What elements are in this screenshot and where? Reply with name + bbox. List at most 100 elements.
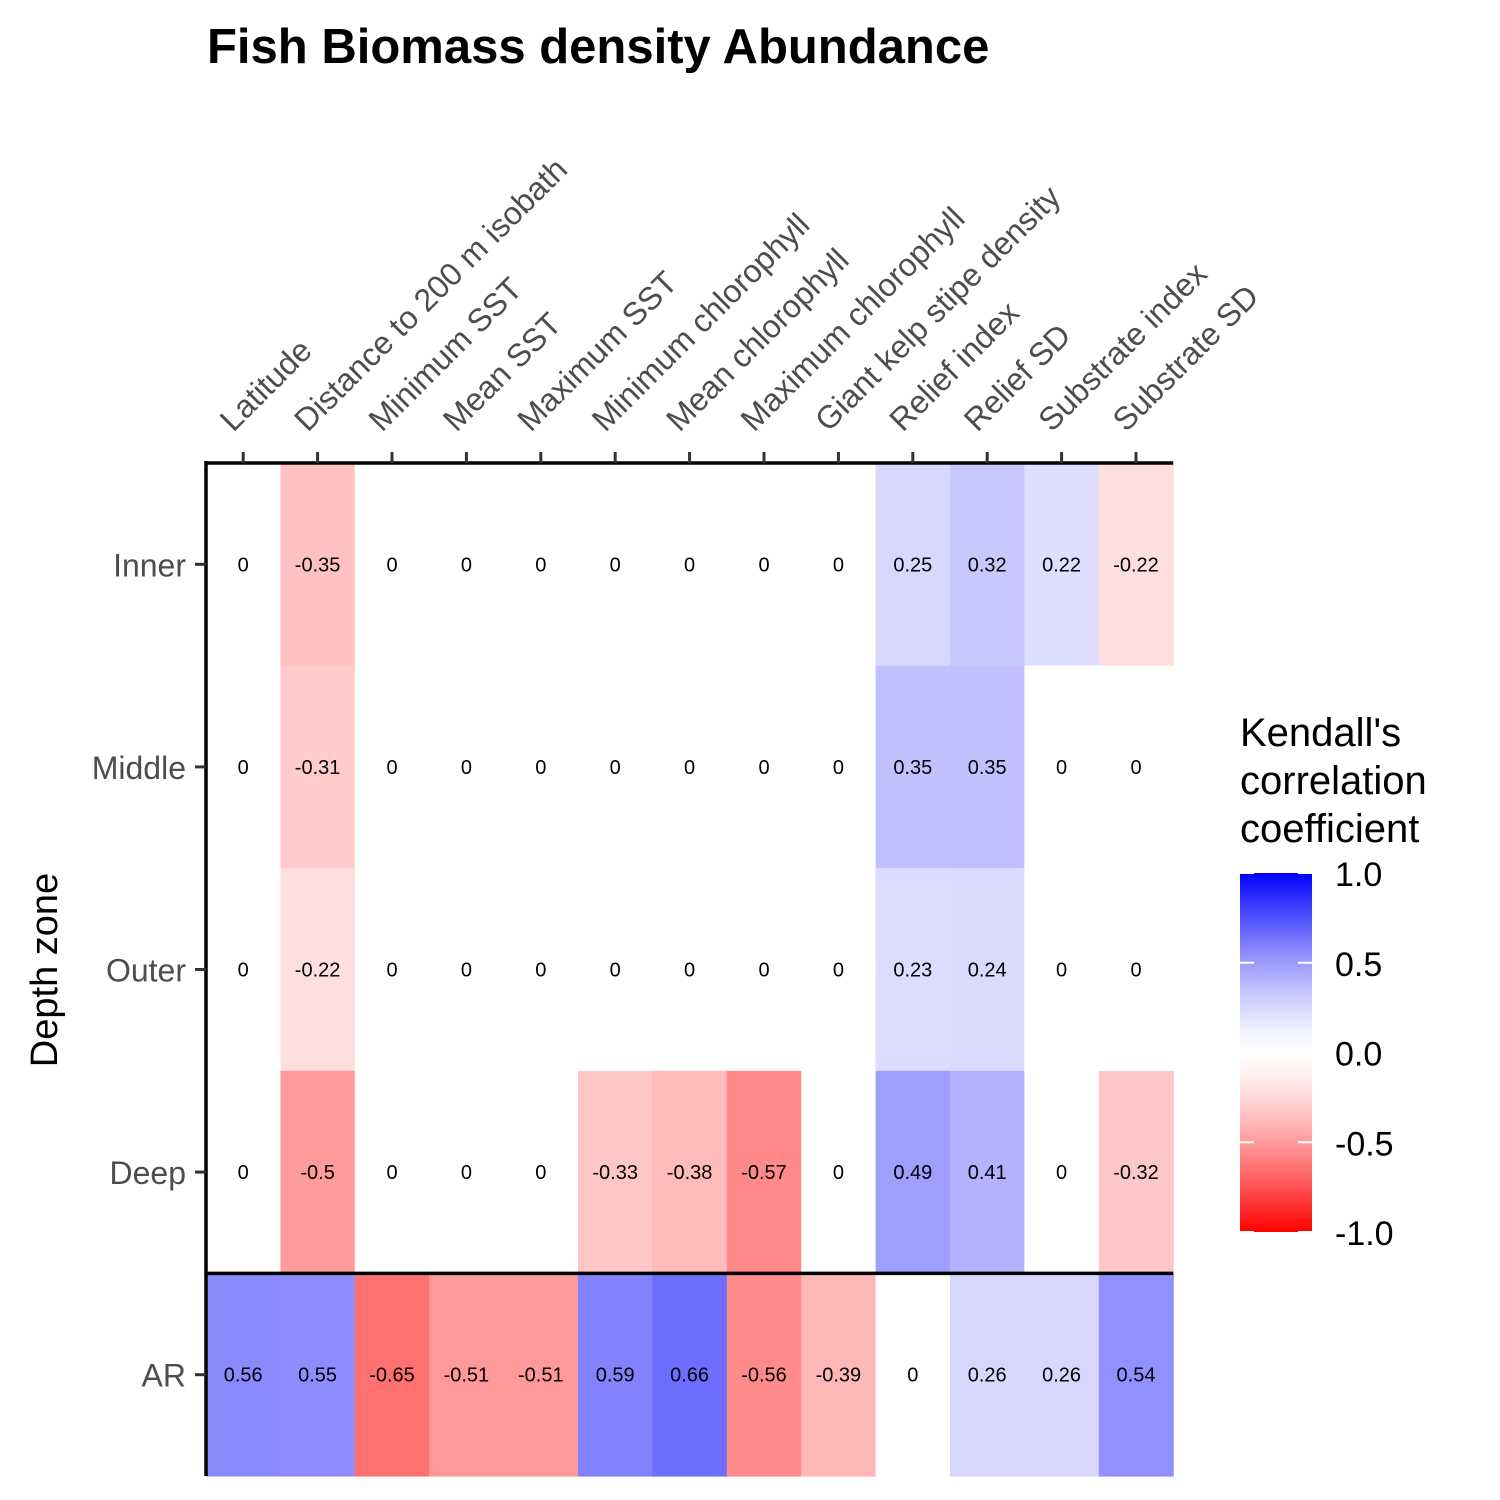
heatmap-cell: [429, 463, 505, 667]
cell-value-label: 0.23: [893, 960, 932, 982]
cell-value-label: -0.38: [667, 1162, 713, 1184]
heatmap-cell: [578, 1273, 653, 1477]
y-tick-label: AR: [142, 1358, 186, 1394]
cell-value-label: 0.55: [298, 1365, 337, 1387]
heatmap-cells: [206, 463, 1174, 1477]
cell-value-label: 0: [1056, 960, 1067, 982]
cell-value-label: 0: [833, 1162, 844, 1184]
cell-value-label: -0.39: [816, 1365, 862, 1387]
heatmap-cell: [875, 1273, 951, 1477]
legend-tick-label: 0.0: [1335, 1036, 1382, 1074]
heatmap-cell: [950, 868, 1025, 1072]
heatmap-cell: [1098, 1273, 1174, 1477]
heatmap-cell: [354, 1273, 430, 1477]
cell-value-label: -0.51: [518, 1365, 564, 1387]
heatmap-cell: [801, 463, 877, 667]
heatmap-cell: [1024, 1273, 1100, 1477]
cell-value-label: 0: [386, 554, 397, 576]
cell-value-label: 0.26: [968, 1365, 1007, 1387]
legend-tick-label: 1.0: [1335, 856, 1382, 894]
heatmap-cell: [1024, 665, 1100, 869]
cell-value-label: 0: [461, 960, 472, 982]
cell-value-label: -0.22: [295, 960, 341, 982]
cell-value-label: 0.49: [893, 1162, 932, 1184]
cell-value-label: 0: [461, 1162, 472, 1184]
heatmap-cell: [801, 665, 877, 869]
cell-value-label: -0.5: [300, 1162, 334, 1184]
cell-value-label: 0: [758, 960, 769, 982]
heatmap-cell: [726, 463, 802, 667]
heatmap-cell: [503, 868, 579, 1072]
heatmap-cell: [875, 868, 951, 1072]
cell-value-label: 0: [535, 757, 546, 779]
heatmap-cell: [652, 1273, 728, 1477]
heatmap-cell: [206, 1273, 281, 1477]
cell-value-label: 0: [684, 960, 695, 982]
heatmap-cell: [578, 1070, 653, 1274]
heatmap-cell: [726, 1273, 802, 1477]
cell-value-label: 0: [833, 960, 844, 982]
cell-value-label: 0: [1056, 757, 1067, 779]
y-axis-title: Depth zone: [24, 873, 66, 1067]
cell-value-label: 0.35: [968, 757, 1007, 779]
cell-value-label: 0: [386, 757, 397, 779]
cell-value-label: 0: [833, 757, 844, 779]
cell-value-label: -0.51: [444, 1365, 490, 1387]
cell-value-label: 0: [610, 960, 621, 982]
y-tick-label: Middle: [92, 750, 186, 786]
heatmap-cell: [206, 463, 281, 667]
heatmap-cell: [280, 463, 356, 667]
heatmap-cell: [726, 868, 802, 1072]
heatmap-cell: [652, 665, 728, 869]
heatmap-cell: [726, 1070, 802, 1274]
heatmap-cell: [801, 868, 877, 1072]
heatmap-cell: [429, 868, 505, 1072]
cell-value-label: 0: [238, 554, 249, 576]
cell-value-label: 0.35: [893, 757, 932, 779]
heatmap-cell: [354, 463, 430, 667]
heatmap-cell: [1098, 665, 1174, 869]
heatmap-cell: [875, 463, 951, 667]
heatmap-cell: [503, 665, 579, 869]
cell-value-label: 0.56: [224, 1365, 263, 1387]
heatmap-cell: [875, 1070, 951, 1274]
heatmap-cell: [354, 868, 430, 1072]
cell-value-label: 0.54: [1117, 1365, 1156, 1387]
heatmap-cell: [950, 1273, 1025, 1477]
cell-value-label: 0.25: [893, 554, 932, 576]
cell-value-label: -0.65: [369, 1365, 415, 1387]
cell-value-labels: 0 -0.35 0 0 0 0 0 0 0 0.25 0.32 0.22 -0.22 0 -0.31 0 0 0 0…: [224, 554, 1159, 1386]
cell-value-label: -0.31: [295, 757, 341, 779]
heatmap-cell: [354, 1070, 430, 1274]
heatmap-cell: [578, 463, 653, 667]
cell-value-label: 0: [238, 1162, 249, 1184]
cell-value-label: 0: [833, 554, 844, 576]
heatmap-cell: [1024, 1070, 1100, 1274]
heatmap-cell: [652, 1070, 728, 1274]
heatmap-cell: [206, 1070, 281, 1274]
heatmap-cell: [280, 868, 356, 1072]
heatmap-cell: [1098, 463, 1174, 667]
heatmap-cell: [206, 868, 281, 1072]
y-tick-label: Outer: [106, 953, 186, 989]
heatmap-cell: [503, 1070, 579, 1274]
legend-tick-label: -0.5: [1335, 1125, 1394, 1163]
heatmap-cell: [578, 868, 653, 1072]
cell-value-label: 0.22: [1042, 554, 1081, 576]
cell-value-label: 0.59: [596, 1365, 635, 1387]
heatmap-cell: [801, 1070, 877, 1274]
cell-value-label: 0: [535, 554, 546, 576]
heatmap-cell: [280, 1070, 356, 1274]
y-tick-label: Deep: [110, 1155, 187, 1191]
cell-value-label: -0.35: [295, 554, 341, 576]
heatmap-cell: [429, 1070, 505, 1274]
heatmap-cell: [280, 1273, 356, 1477]
cell-value-label: 0: [758, 757, 769, 779]
cell-value-label: 0.66: [670, 1365, 709, 1387]
cell-value-label: 0: [386, 1162, 397, 1184]
legend-title-line: coefficient: [1240, 807, 1419, 851]
cell-value-label: 0.32: [968, 554, 1007, 576]
